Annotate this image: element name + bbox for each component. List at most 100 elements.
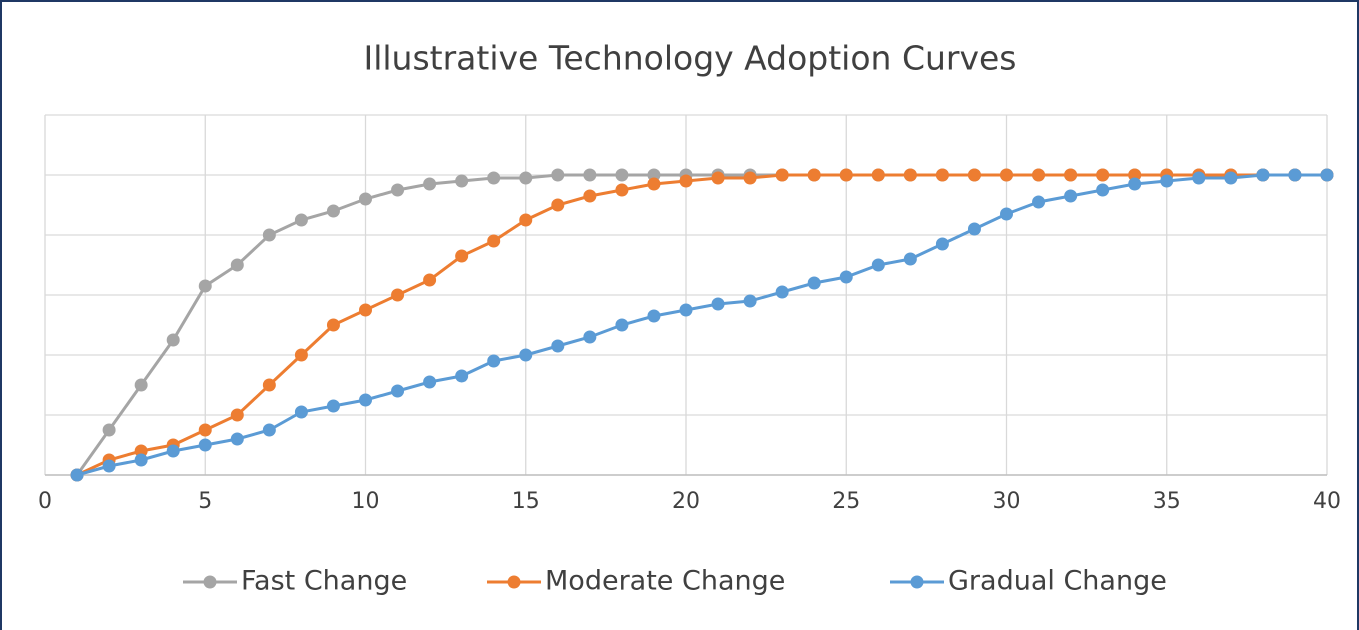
data-point: [903, 168, 917, 182]
x-tick-label: 40: [1313, 489, 1341, 514]
data-point: [839, 168, 853, 182]
data-point: [262, 423, 276, 437]
data-point: [326, 204, 340, 218]
data-point: [70, 468, 84, 482]
chart-title: Illustrative Technology Adoption Curves: [363, 39, 1016, 78]
legend-marker: [507, 575, 521, 589]
data-point: [711, 297, 725, 311]
data-point: [487, 171, 501, 185]
data-point: [1320, 168, 1334, 182]
data-point: [134, 444, 148, 458]
data-point: [455, 249, 469, 263]
x-tick-label: 35: [1153, 489, 1181, 514]
data-point: [326, 399, 340, 413]
data-point: [1128, 177, 1142, 191]
data-point: [230, 408, 244, 422]
data-point: [1000, 207, 1013, 221]
data-point: [679, 174, 693, 188]
series-line: [76, 173, 1327, 477]
data-point: [551, 168, 565, 182]
data-point: [1224, 171, 1238, 185]
legend-label: Moderate Change: [545, 566, 785, 597]
data-point: [551, 198, 565, 212]
data-point: [359, 192, 372, 206]
data-point: [230, 258, 244, 272]
data-point: [294, 348, 308, 362]
data-point: [198, 438, 212, 452]
data-point: [1128, 168, 1142, 182]
data-point: [615, 183, 629, 197]
data-point: [391, 384, 405, 398]
data-point: [423, 375, 437, 389]
data-point: [1096, 183, 1110, 197]
data-point: [166, 333, 180, 347]
data-point: [743, 294, 757, 308]
data-point: [198, 423, 212, 437]
legend-label: Fast Change: [241, 566, 407, 597]
data-point: [455, 174, 469, 188]
data-point: [647, 309, 661, 323]
data-point: [391, 183, 405, 197]
data-point: [583, 330, 597, 344]
data-point: [967, 222, 981, 236]
data-point: [935, 168, 949, 182]
data-point: [1032, 195, 1046, 209]
data-point: [871, 168, 885, 182]
x-tick-label: 10: [352, 489, 380, 514]
data-point: [935, 237, 949, 251]
legend-marker: [203, 575, 217, 589]
data-point: [615, 318, 629, 332]
x-tick-label: 0: [38, 489, 52, 514]
data-point: [487, 234, 501, 248]
data-point: [839, 270, 853, 284]
data-point: [1288, 168, 1302, 182]
legend-marker: [910, 575, 924, 589]
data-point: [967, 168, 981, 182]
data-point: [583, 189, 597, 203]
data-point: [230, 432, 244, 446]
data-point: [903, 252, 917, 266]
data-point: [294, 405, 308, 419]
data-point: [294, 213, 308, 227]
x-tick-label: 20: [672, 489, 700, 514]
data-point: [262, 228, 276, 242]
data-point: [871, 258, 885, 272]
x-tick-label: 15: [512, 489, 540, 514]
data-point: [262, 378, 276, 392]
series-line: [76, 173, 1327, 477]
data-point: [679, 303, 693, 317]
data-point: [519, 348, 533, 362]
data-point: [359, 393, 372, 407]
data-point: [1256, 168, 1270, 182]
data-point: [1096, 168, 1110, 182]
data-point: [134, 378, 148, 392]
data-point: [647, 177, 661, 191]
data-point: [519, 213, 533, 227]
data-point: [711, 171, 725, 185]
data-point: [326, 318, 340, 332]
data-point: [166, 444, 180, 458]
data-point: [455, 369, 469, 383]
data-point: [1160, 174, 1174, 188]
data-point: [775, 285, 789, 299]
data-point: [102, 423, 116, 437]
data-point: [807, 168, 821, 182]
data-point: [423, 273, 437, 287]
data-point: [423, 177, 437, 191]
x-tick-label: 5: [198, 489, 212, 514]
data-point: [775, 168, 789, 182]
data-point: [198, 279, 212, 293]
data-point: [807, 276, 821, 290]
data-point: [1064, 189, 1078, 203]
data-point: [1032, 168, 1046, 182]
data-point: [102, 459, 116, 473]
x-tick-label: 25: [832, 489, 860, 514]
data-point: [1000, 168, 1013, 182]
data-point: [391, 288, 405, 302]
data-point: [487, 354, 501, 368]
data-point: [1064, 168, 1078, 182]
data-point: [647, 168, 661, 182]
